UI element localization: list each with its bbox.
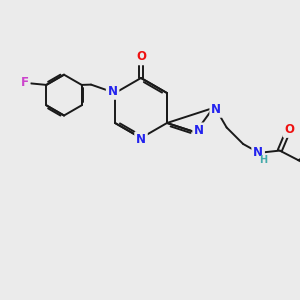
Text: O: O (136, 50, 146, 64)
Text: H: H (260, 154, 268, 165)
Text: N: N (253, 146, 263, 160)
Text: O: O (284, 123, 294, 136)
Text: N: N (211, 103, 221, 116)
Text: N: N (194, 124, 204, 137)
Text: N: N (108, 85, 118, 98)
Text: N: N (136, 133, 146, 146)
Text: F: F (21, 76, 29, 89)
